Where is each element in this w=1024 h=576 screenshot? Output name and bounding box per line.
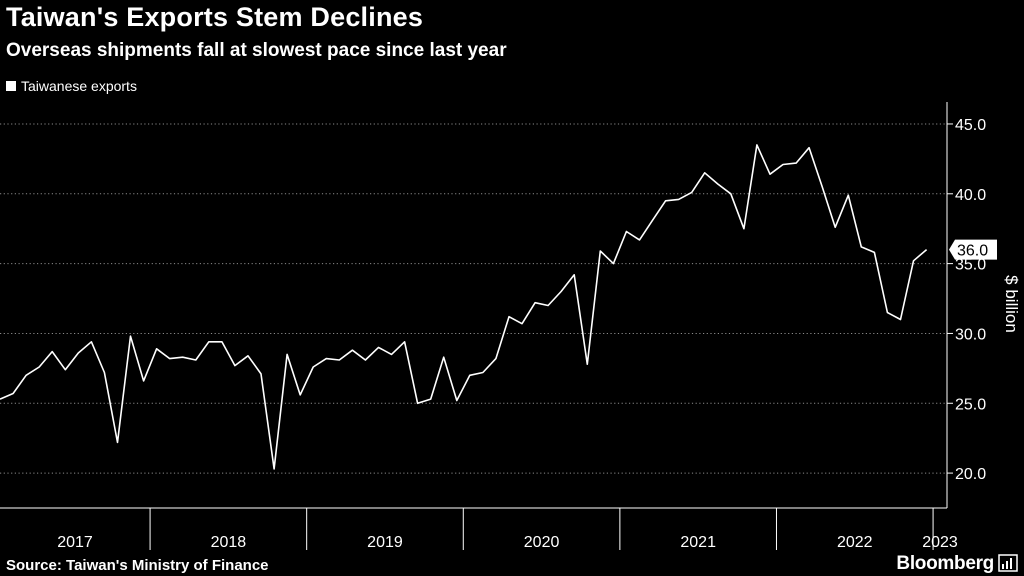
y-tick-label: 25.0 [955,396,986,413]
legend-swatch [6,81,16,91]
x-tick-label: 2021 [680,534,716,551]
x-tick-label: 2020 [524,534,560,551]
legend: Taiwanese exports [6,78,137,94]
series-line-taiwanese-exports [0,144,928,470]
x-tick-label: 2022 [837,534,873,551]
bloomberg-chart-icon [998,554,1018,572]
brand-logo: Bloomberg [896,553,994,574]
last-value-bubble [949,239,997,260]
x-tick-label: 2023 [922,534,958,551]
last-value-callout: 36.0 [949,239,997,260]
chart-subtitle: Overseas shipments fall at slowest pace … [6,40,507,61]
x-tick-label: 2019 [367,534,403,551]
last-value-label: 36.0 [957,243,988,260]
source-note: Source: Taiwan's Ministry of Finance [6,557,269,574]
y-axis-label: $ billion [1002,275,1021,333]
chart-title: Taiwan's Exports Stem Declines [6,2,424,32]
legend-label: Taiwanese exports [21,78,137,94]
x-tick-label: 2018 [211,534,247,551]
y-tick-label: 35.0 [955,257,986,274]
y-tick-label: 30.0 [955,326,986,343]
y-tick-label: 40.0 [955,187,986,204]
x-tick-label: 2017 [57,534,93,551]
y-tick-label: 45.0 [955,117,986,134]
y-tick-label: 20.0 [955,466,986,483]
